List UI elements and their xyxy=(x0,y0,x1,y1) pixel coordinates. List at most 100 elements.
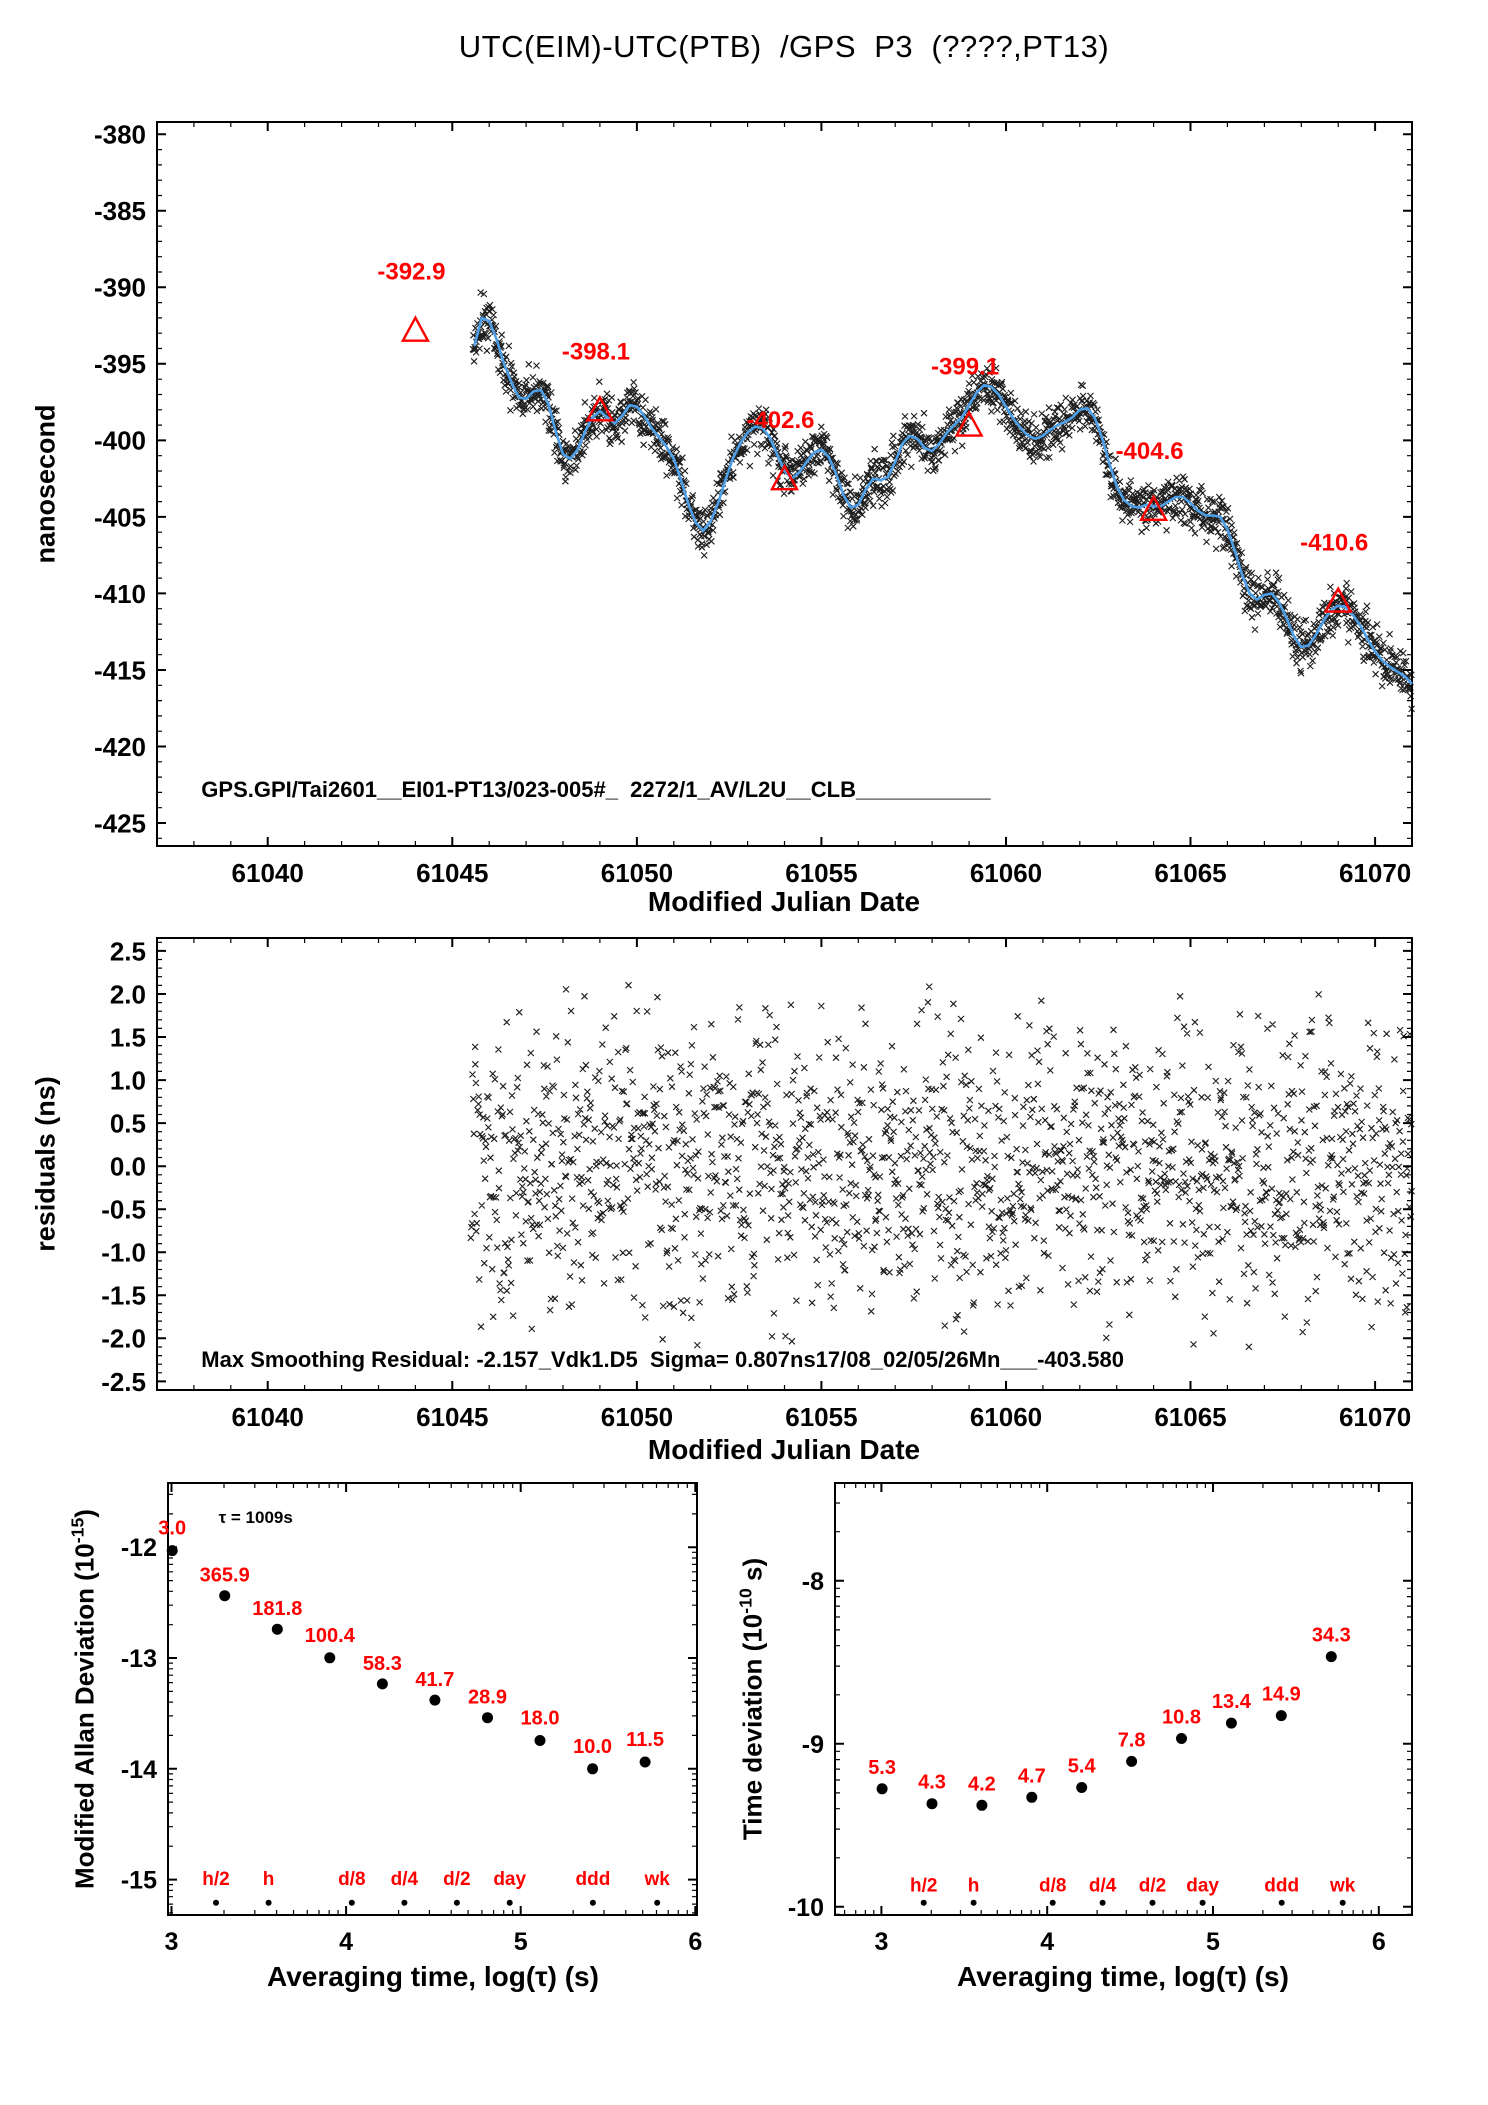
tdev-y-axis-title: Time deviation (10-10 s) xyxy=(736,1558,769,1840)
phase-y-tick-label: -380 xyxy=(94,120,146,150)
tdev-averaging-marker-dot xyxy=(1099,1899,1106,1906)
tdev-point-value-label: 4.7 xyxy=(1018,1765,1046,1787)
phase-y-tick-label: -395 xyxy=(94,349,146,379)
mdev-y-axis-title-exponent: -15 xyxy=(67,1517,88,1544)
tdev-point-value-label: 34.3 xyxy=(1312,1625,1351,1647)
mdev-x-axis-title: Averaging time, log(τ) (s) xyxy=(267,1961,599,1992)
phase-y-tick-label: -400 xyxy=(94,426,146,456)
mdev-data-point xyxy=(324,1652,336,1664)
mdev-point-value-label: 28.9 xyxy=(468,1687,507,1709)
mdev-x-tick-label: 3 xyxy=(165,1928,179,1956)
phase-x-tick-label: 61055 xyxy=(785,858,857,888)
residuals-x-tick-label: 61050 xyxy=(601,1402,673,1432)
phase-triangle-value-label: -392.9 xyxy=(377,259,445,286)
phase-triangle-value-label: -398.1 xyxy=(562,338,630,365)
tdev-averaging-marker-label: ddd xyxy=(1264,1875,1299,1896)
residuals-annotation: Max Smoothing Residual: -2.157_Vdk1.D5 S… xyxy=(201,1347,1124,1372)
tdev-point-value-label: 4.2 xyxy=(968,1773,996,1795)
tdev-data-point xyxy=(1026,1791,1038,1803)
mdev-y-tick-label: -14 xyxy=(121,1756,157,1784)
residuals-x-tick-label: 61045 xyxy=(416,1402,488,1432)
tdev-averaging-marker-dot xyxy=(1339,1899,1346,1906)
mdev-point-value-label: 58.3 xyxy=(363,1653,402,1675)
mdev-data-point xyxy=(376,1678,388,1690)
tdev-point-value-label: 7.8 xyxy=(1118,1729,1146,1751)
mdev-x-tick-label: 6 xyxy=(688,1928,702,1956)
mdev-point-value-label: 3.0 xyxy=(158,1518,186,1540)
tdev-point-value-label: 14.9 xyxy=(1262,1684,1301,1706)
phase-pilot-triangle xyxy=(769,463,800,491)
tdev-point-value-label: 4.3 xyxy=(918,1772,946,1794)
mdev-averaging-marker-dot xyxy=(506,1899,513,1906)
phase-major-ticks xyxy=(157,122,1412,846)
phase-y-axis-title: nanosecond xyxy=(30,404,61,564)
phase-y-tick-label: -385 xyxy=(94,196,146,226)
mdev-averaging-marker-dot xyxy=(265,1899,272,1906)
mdev-data-point xyxy=(534,1735,546,1746)
tdev-data-point xyxy=(1076,1782,1088,1793)
phase-x-axis-title: Modified Julian Date xyxy=(647,886,921,917)
tdev-averaging-marker-label: wk xyxy=(1329,1875,1356,1896)
phase-pilot-triangle xyxy=(954,410,984,437)
mdev-averaging-marker-dot xyxy=(589,1899,596,1906)
residuals-x-tick-label: 61060 xyxy=(970,1402,1042,1432)
tdev-x-tick-label: 3 xyxy=(874,1928,888,1956)
residuals-axis-frame xyxy=(156,937,1413,1391)
tdev-averaging-marker-label: day xyxy=(1186,1875,1219,1896)
phase-x-tick-label: 61045 xyxy=(416,858,488,888)
mdev-point-value-label: 11.5 xyxy=(626,1729,664,1751)
phase-pilot-triangle xyxy=(1323,586,1353,613)
phase-smoothed-line xyxy=(473,316,1413,685)
residuals-y-tick-label: -0.5 xyxy=(101,1195,146,1225)
phase-y-tick-label: -420 xyxy=(94,732,146,762)
tdev-data-point xyxy=(1225,1717,1237,1729)
residuals-y-tick-label: -1.0 xyxy=(101,1238,146,1268)
residuals-minor-ticks xyxy=(157,938,1412,1390)
tdev-averaging-marker-label: h/2 xyxy=(910,1875,937,1896)
tdev-averaging-marker-dot xyxy=(1149,1899,1156,1906)
residuals-y-tick-label: 2.5 xyxy=(110,936,146,966)
mdev-averaging-marker-label: d/8 xyxy=(338,1869,365,1890)
mdev-averaging-marker-label: ddd xyxy=(575,1869,610,1890)
mdev-y-tick-label: -15 xyxy=(121,1867,157,1895)
residuals-x-tick-label: 61070 xyxy=(1339,1402,1411,1432)
tdev-data-point xyxy=(876,1783,888,1795)
tdev-averaging-marker-label: h xyxy=(968,1875,980,1896)
phase-x-tick-label: 61065 xyxy=(1154,858,1226,888)
mdev-averaging-marker-dot xyxy=(348,1899,355,1906)
tdev-data-point xyxy=(1126,1755,1138,1767)
tdev-data-point xyxy=(976,1799,988,1811)
tdev-point-value-label: 5.3 xyxy=(868,1757,896,1779)
residuals-x-tick-label: 61065 xyxy=(1154,1402,1226,1432)
mdev-averaging-marker-dot xyxy=(453,1899,460,1906)
mdev-data-point xyxy=(587,1763,599,1775)
tdev-averaging-marker-dot xyxy=(920,1899,927,1906)
tdev-minor-ticks xyxy=(835,1483,1412,1915)
residuals-y-tick-label: 1.0 xyxy=(110,1065,146,1095)
mdev-x-tick-label: 4 xyxy=(339,1928,353,1956)
phase-triangle-value-label: -410.6 xyxy=(1300,530,1368,557)
residuals-y-tick-label: 1.5 xyxy=(110,1022,146,1052)
phase-y-tick-label: -425 xyxy=(94,808,146,838)
residuals-y-tick-label: -2.5 xyxy=(101,1367,146,1397)
residuals-y-tick-label: 0.0 xyxy=(110,1152,146,1182)
mdev-data-point xyxy=(166,1545,178,1557)
tdev-point-value-label: 13.4 xyxy=(1212,1691,1252,1713)
tdev-averaging-marker-dot xyxy=(1199,1899,1206,1906)
mdev-y-tick-label: -13 xyxy=(121,1645,157,1673)
mdev-point-value-label: 100.4 xyxy=(305,1625,356,1647)
residuals-major-ticks xyxy=(157,938,1412,1390)
residuals-x-tick-label: 61040 xyxy=(232,1402,304,1432)
mdev-axis-frame xyxy=(167,1482,698,1916)
mdev-point-value-label: 41.7 xyxy=(415,1669,454,1691)
tdev-averaging-marker-label: d/2 xyxy=(1139,1875,1166,1896)
phase-pilot-triangle xyxy=(400,315,430,342)
tdev-averaging-marker-dot xyxy=(970,1899,977,1906)
mdev-data-point xyxy=(271,1623,283,1635)
phase-x-tick-label: 61060 xyxy=(970,858,1042,888)
phase-y-tick-label: -410 xyxy=(94,579,146,609)
phase-y-tick-label: -390 xyxy=(94,273,146,303)
mdev-data-point xyxy=(219,1590,231,1602)
tdev-point-value-label: 5.4 xyxy=(1068,1756,1097,1778)
